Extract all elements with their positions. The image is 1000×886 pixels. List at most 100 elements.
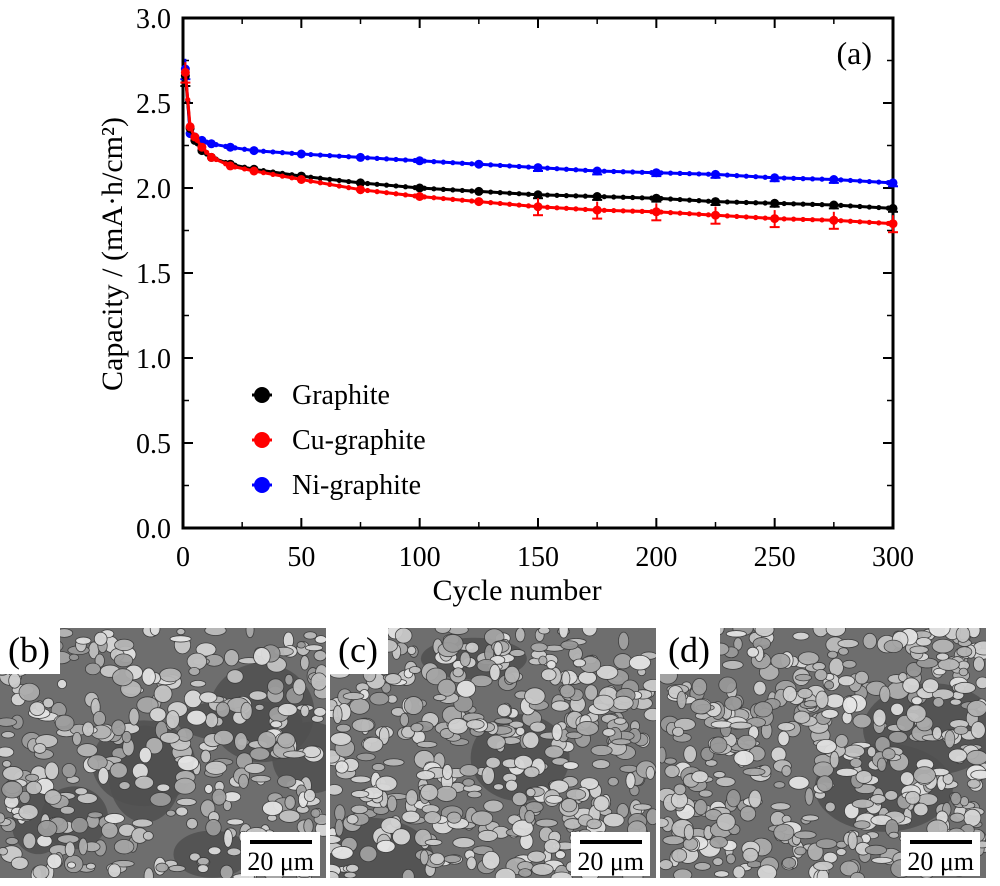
cycle-marker [819,176,825,182]
data-point [249,166,259,176]
scale-bar-line [579,840,642,844]
x-tick-label: 100 [399,542,441,573]
cycle-marker [308,174,314,180]
data-point [888,203,898,213]
data-point [415,192,425,201]
scale-bar-c: 20 μm [571,832,650,876]
data-point [770,173,780,183]
x-tick-label: 0 [176,542,190,573]
cycle-marker [847,177,854,184]
cycle-marker [819,217,825,223]
cycle-marker [781,216,787,222]
cycle-marker [734,199,740,205]
cycle-marker [611,207,617,214]
cycle-marker [753,200,759,206]
cycle-marker [554,166,560,172]
cycle-marker [620,194,626,200]
legend-label: Ni-graphite [292,470,421,501]
cycle-marker [440,195,446,202]
cycle-marker [630,194,636,201]
y-tick-label: 2.0 [136,174,171,205]
cycle-marker [488,162,494,168]
data-point [533,202,543,212]
cycle-marker [667,196,674,202]
legend-item-ni-graphite: Ni-graphite [252,470,421,501]
cycle-marker [639,208,645,214]
cycle-marker [289,175,295,181]
cycle-marker [327,181,333,187]
cycle-marker [677,196,683,203]
cycle-marker [601,194,607,200]
cycle-marker [440,186,446,192]
cycle-marker [724,172,730,178]
cycle-marker [838,202,844,209]
data-point [190,132,200,142]
data-point [888,219,898,229]
data-point [651,207,661,217]
cycle-marker [450,187,456,193]
cycle-marker [336,177,342,184]
scale-bar-d: 20 μm [901,832,980,876]
cycle-marker [393,183,399,189]
data-point [474,197,484,207]
cycle-marker [724,199,730,205]
cycle-marker [819,202,825,208]
cycle-marker [677,210,683,216]
data-point [356,178,365,188]
cycle-marker [800,201,806,207]
sem-panel-c: (c) 20 μm [330,628,656,878]
data-point [180,67,190,77]
cycle-marker [791,175,797,181]
cycle-marker [554,205,560,211]
cycle-marker [204,149,210,155]
cycle-marker [601,168,607,174]
cycle-marker [497,190,503,196]
cycle-marker [620,208,626,214]
cycle-marker [876,220,882,226]
series-layer [180,58,898,234]
cycle-marker [308,151,314,158]
cycle-marker [450,160,456,166]
y-axis-label: Capacity / (mA·h/cm²) [96,117,129,391]
x-tick-label: 300 [872,542,914,573]
series-cu-graphite [180,62,898,234]
data-point [888,178,898,188]
cycle-marker [705,212,712,218]
cycle-marker [791,201,797,207]
data-point [770,214,780,224]
panel-label-a: (a) [836,35,872,71]
cycle-marker [308,178,314,184]
cycle-marker [876,179,882,185]
data-point [474,159,484,169]
data-point [225,142,235,152]
y-tick-label: 0.0 [136,514,171,545]
scale-bar-label: 20 μm [907,847,974,876]
cycle-marker [554,192,560,198]
cycle-marker [402,184,409,190]
series-line [183,75,894,210]
cycle-marker [185,97,191,103]
legend: Graphite Cu-graphite Ni-graphite [252,380,426,501]
series-graphite [180,65,898,213]
cycle-marker [743,214,749,220]
cycle-marker [677,170,683,176]
cycle-marker [762,174,768,180]
cycle-marker [573,167,579,173]
cycle-marker [525,164,532,170]
cycle-marker [365,155,371,161]
cycle-marker [383,190,390,196]
cycle-marker [289,150,295,156]
cycle-marker [667,210,674,216]
cycle-marker [734,173,740,179]
cycle-marker [402,192,409,198]
data-point [592,192,602,201]
cycle-marker [507,163,513,169]
cycle-marker [582,167,588,173]
cycle-marker [573,193,579,199]
cycle-marker [762,200,768,206]
data-point [225,161,235,171]
cycle-marker [563,166,570,172]
data-point [197,142,207,152]
cycle-marker [279,173,285,179]
y-tick-label: 1.5 [136,259,171,290]
